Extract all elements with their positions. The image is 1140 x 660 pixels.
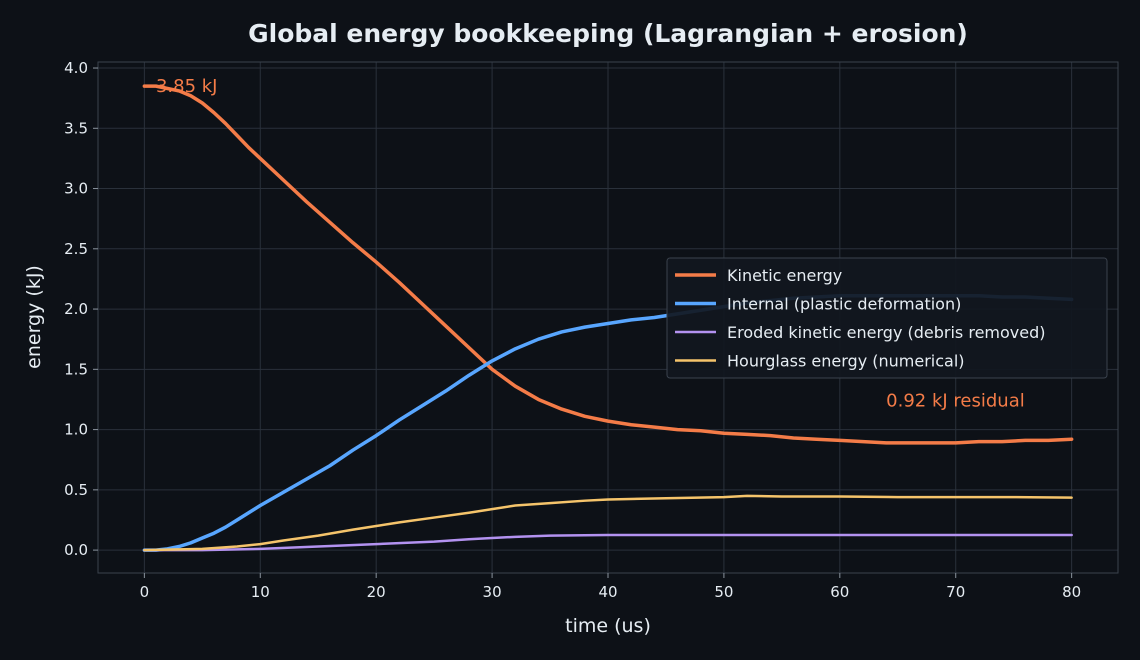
y-tick-label: 0.0 <box>64 541 88 559</box>
y-tick-label: 0.5 <box>64 481 88 499</box>
x-tick-label: 70 <box>946 583 965 601</box>
y-tick-label: 2.5 <box>64 240 88 258</box>
series-line-2 <box>143 533 1073 552</box>
ticks: 0 10 20 30 40 50 60 70 80 0.0 0.5 1.0 1.5 2.0 2.5 3.0 3.… <box>64 59 1081 601</box>
grid <box>98 62 1118 573</box>
x-tick-label: 0 <box>140 583 150 601</box>
x-tick-label: 60 <box>830 583 849 601</box>
legend-label-1: Internal (plastic deformation) <box>727 295 961 314</box>
y-tick-label: 1.0 <box>64 421 88 439</box>
x-tick-label: 50 <box>714 583 733 601</box>
chart-title: Global energy bookkeeping (Lagrangian + … <box>248 19 968 48</box>
x-tick-label: 80 <box>1062 583 1081 601</box>
y-tick-label: 3.0 <box>64 180 88 198</box>
x-tick-label: 40 <box>598 583 617 601</box>
series-line-3 <box>143 494 1073 552</box>
x-tick-label: 10 <box>251 583 270 601</box>
y-axis-label: energy (kJ) <box>23 265 45 369</box>
legend-label-2: Eroded kinetic energy (debris removed) <box>727 323 1046 342</box>
y-tick-label: 1.5 <box>64 360 88 378</box>
legend-box <box>666 257 1108 379</box>
series-line-0 <box>142 84 1074 445</box>
legend-label-3: Hourglass energy (numerical) <box>727 352 965 371</box>
legend-label-0: Kinetic energy <box>727 266 842 285</box>
x-axis-label: time (us) <box>565 615 651 637</box>
x-tick-label: 30 <box>483 583 502 601</box>
y-tick-label: 4.0 <box>64 59 88 77</box>
y-tick-label: 2.0 <box>64 300 88 318</box>
annotations: 3.85 kJ 0.92 kJ residual <box>156 76 1025 412</box>
legend: Kinetic energy Internal (plastic deformat… <box>666 257 1108 379</box>
annotation-1: 0.92 kJ residual <box>886 391 1025 412</box>
annotation-0: 3.85 kJ <box>156 76 218 97</box>
y-tick-label: 3.5 <box>64 119 88 137</box>
x-tick-label: 20 <box>367 583 386 601</box>
